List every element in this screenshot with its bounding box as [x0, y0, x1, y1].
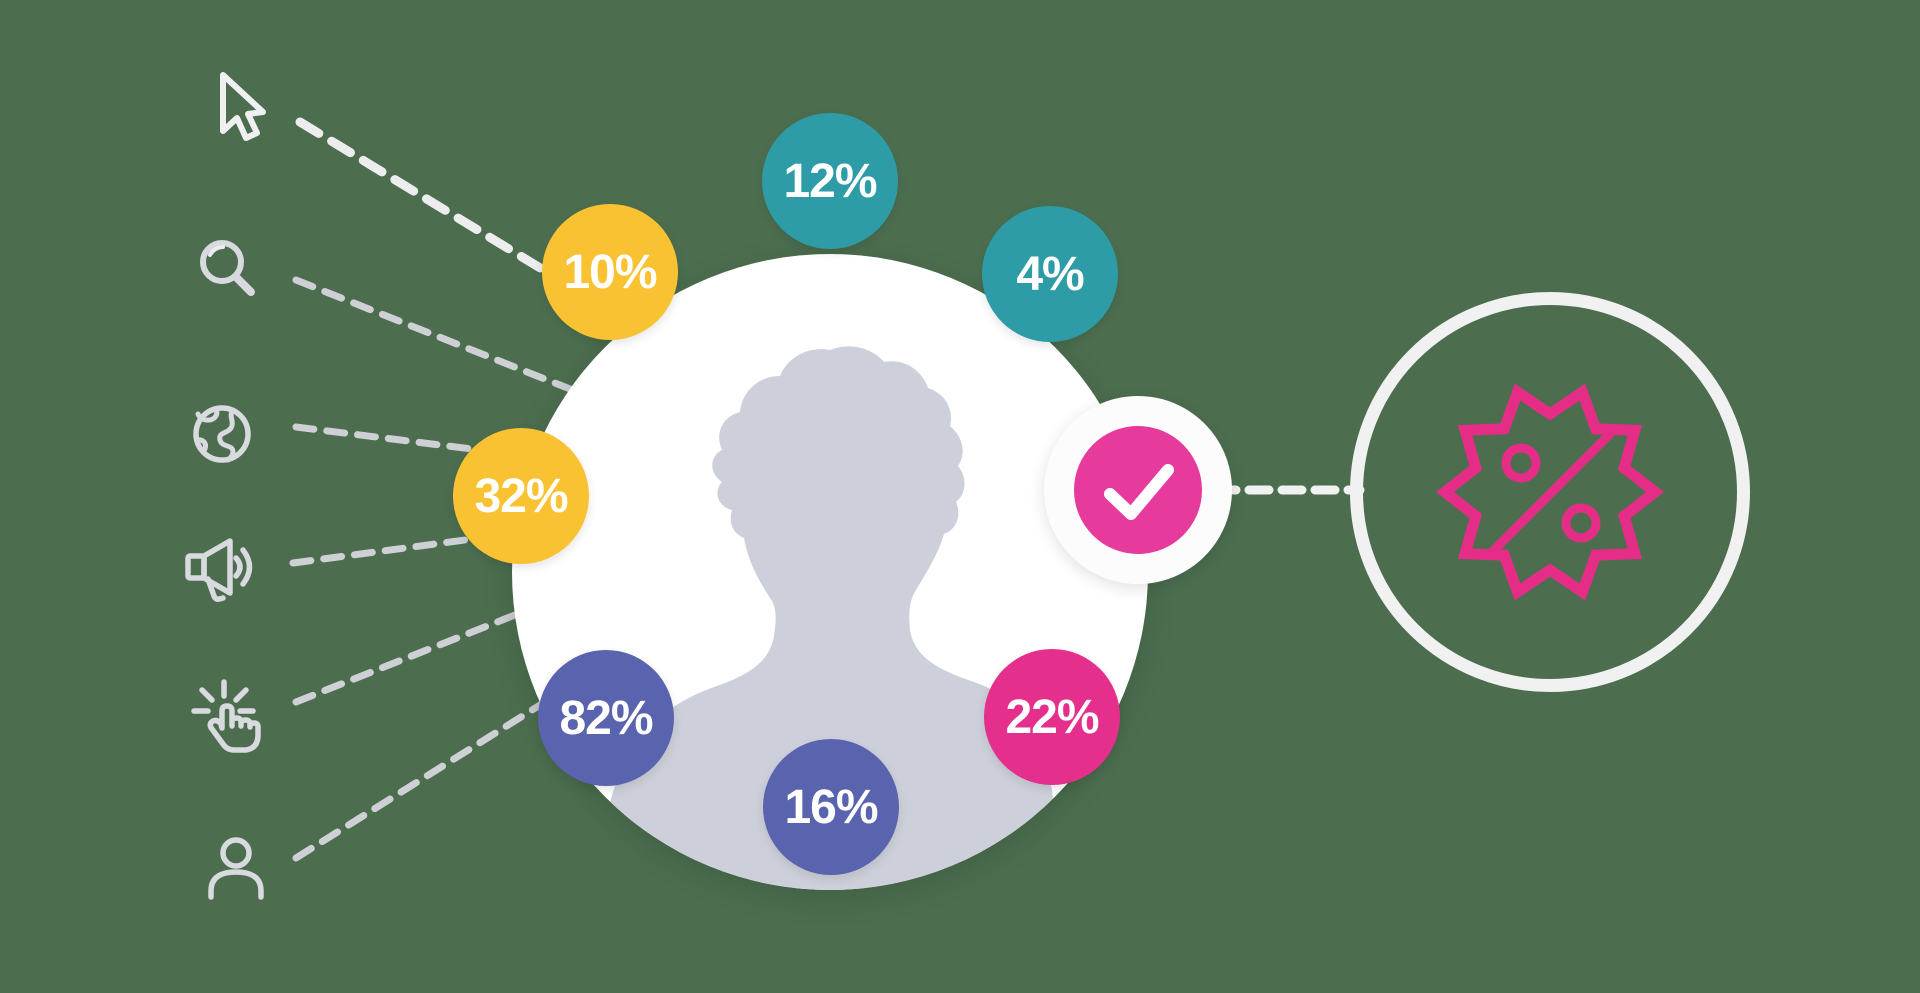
globe-icon	[193, 405, 251, 463]
person-icon	[208, 837, 264, 900]
check-circle-ring	[1044, 396, 1232, 584]
tap-click-icon	[191, 679, 261, 753]
check-circle	[1074, 426, 1202, 554]
stat-badge-bottom: 16%	[763, 739, 899, 875]
stat-badge-label: 82%	[559, 691, 653, 745]
user-silhouette	[602, 346, 1058, 890]
stat-badge-bottom-right: 22%	[984, 649, 1120, 785]
connector-globe-to-32	[292, 423, 484, 454]
stat-badge-top-right: 4%	[982, 206, 1118, 342]
stat-badge-label: 22%	[1005, 690, 1099, 744]
stat-badge-label: 16%	[784, 780, 878, 834]
stat-badge-bottom-left: 82%	[538, 650, 674, 786]
stat-badge-label: 10%	[563, 245, 657, 299]
percent-slash	[1487, 429, 1615, 557]
percent-dot-top	[1501, 443, 1541, 483]
stat-badge-left: 32%	[453, 428, 589, 564]
connector-megaphone-to-32	[289, 534, 484, 567]
search-icon	[200, 240, 255, 296]
cursor-arrow-icon	[220, 72, 266, 141]
connector-search-to-circle	[292, 276, 589, 399]
seal-star-outline	[1436, 383, 1664, 601]
connector-click-to-circle	[292, 599, 549, 706]
stat-badge-label: 32%	[474, 469, 568, 523]
connector-cursor-to-10	[295, 117, 565, 285]
stat-badge-label: 12%	[783, 154, 877, 208]
stat-badge-top-left: 10%	[542, 204, 678, 340]
percent-dot-bottom	[1561, 503, 1601, 543]
megaphone-icon	[185, 538, 253, 602]
stat-badge-label: 4%	[1016, 247, 1084, 301]
stat-badge-top: 12%	[762, 113, 898, 249]
percent-seal-icon	[1436, 383, 1664, 601]
connector-person-to-82	[292, 676, 584, 862]
checkmark-icon	[1104, 464, 1174, 520]
